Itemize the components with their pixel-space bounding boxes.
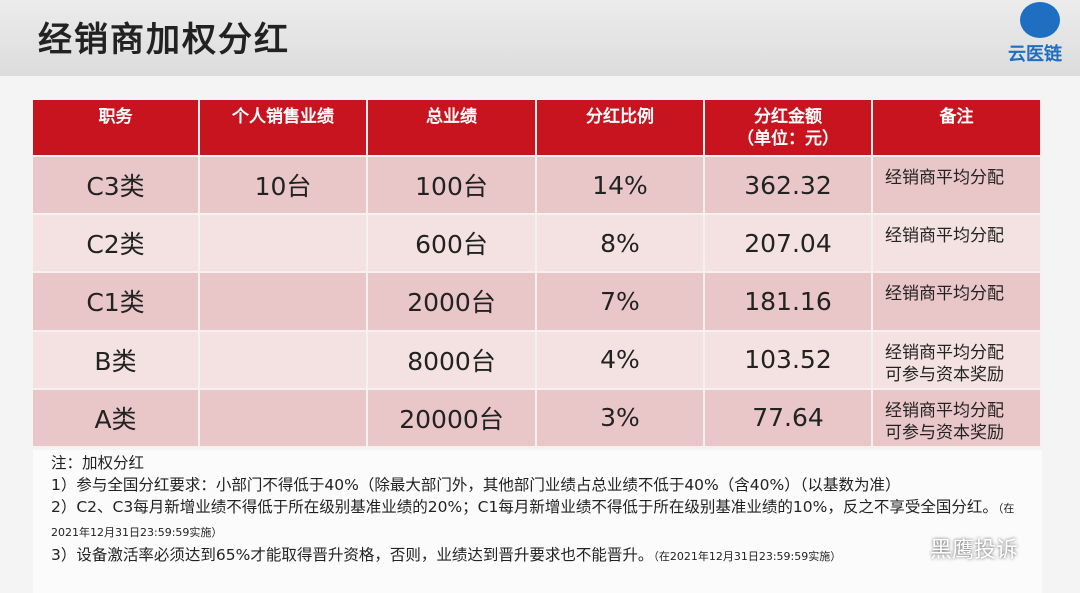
table-cell: 2000台 [368, 273, 537, 332]
note-text: 1）参与全国分红要求：小部门不得低于40%（除最大部门外，其他部门业绩占总业绩不… [51, 476, 901, 494]
note-line: 注：加权分红 [51, 452, 1032, 474]
note-line: 1）参与全国分红要求：小部门不得低于40%（除最大部门外，其他部门业绩占总业绩不… [51, 474, 1032, 496]
note-text: 3）设备激活率必须达到65%才能取得晋升资格，否则，业绩达到晋升要求也不能晋升。 [51, 546, 654, 564]
note-line: 2）C2、C3每月新增业绩不得低于所在级别基准业绩的20%；C1每月新增业绩不得… [51, 496, 1032, 544]
cell-text: A类 [94, 404, 137, 434]
table-cell: 7% [537, 273, 705, 332]
cell-text: 8000台 [407, 346, 496, 376]
header-cell: 备注 [873, 100, 1042, 157]
logo-icon [1020, 2, 1060, 38]
remark-text: 可参与资本奖励 [885, 364, 1004, 385]
cell-text: C1类 [86, 288, 145, 318]
table-cell: 14% [537, 157, 705, 216]
cell-text: C2类 [86, 230, 145, 260]
remark-text: 经销商平均分配 [885, 342, 1004, 363]
table-cell: 77.64 [705, 389, 873, 448]
cell-text: 181.16 [744, 286, 832, 316]
header-cell: 分红金额 （单位：元） [705, 100, 873, 157]
header-text: 职务 [98, 107, 133, 127]
header-text: 个人销售业绩 [232, 107, 334, 127]
table-cell: 100台 [368, 157, 537, 216]
cell-text: 600台 [415, 230, 488, 260]
title: 经销商加权分红 [38, 20, 290, 60]
table-cell: 经销商平均分配 [873, 157, 1042, 216]
cell-text: 77.64 [752, 403, 824, 433]
table-cell [200, 215, 368, 274]
table-cell: 10台 [200, 157, 368, 216]
cell-text: 20000台 [399, 404, 504, 434]
header-text: 总业绩 [426, 107, 477, 127]
cell-text: 8% [600, 228, 640, 258]
note-line: 3）设备激活率必须达到65%才能取得晋升资格，否则，业绩达到晋升要求也不能晋升。… [51, 544, 1032, 568]
table-cell: 207.04 [705, 215, 873, 274]
table-cell: C2类 [33, 215, 200, 274]
table-cell: 600台 [368, 215, 537, 274]
header-cell: 个人销售业绩 [200, 100, 368, 157]
table-cell: 经销商平均分配 可参与资本奖励 [873, 331, 1042, 390]
table-cell: 经销商平均分配 [873, 215, 1042, 274]
table-cell [200, 273, 368, 332]
table-cell: 362.32 [705, 157, 873, 216]
header-text: （单位：元） [737, 129, 839, 149]
note-text: 2）C2、C3每月新增业绩不得低于所在级别基准业绩的20%；C1每月新增业绩不得… [51, 498, 998, 516]
table-cell: 4% [537, 331, 705, 390]
note-text: 注：加权分红 [51, 454, 145, 472]
remark-text: 可参与资本奖励 [885, 422, 1004, 443]
cell-text: 2000台 [407, 288, 496, 318]
cell-text: 4% [600, 345, 640, 375]
cell-text: 7% [600, 286, 640, 316]
remark-text: 经销商平均分配 [885, 284, 1004, 305]
header-cell: 分红比例 [537, 100, 705, 157]
table-cell [200, 389, 368, 448]
table-cell: C1类 [33, 273, 200, 332]
header-text: 备注 [939, 107, 974, 127]
cell-text: 362.32 [744, 170, 832, 200]
cell-text: 207.04 [744, 228, 832, 258]
table-cell: A类 [33, 389, 200, 448]
cell-text: B类 [94, 346, 137, 376]
cell-text: 3% [600, 403, 640, 433]
table-cell: 8000台 [368, 331, 537, 390]
header-cell: 职务 [33, 100, 200, 157]
table-cell [200, 331, 368, 390]
cell-text: 103.52 [744, 345, 832, 375]
cell-text: 100台 [415, 172, 488, 202]
remark-text: 经销商平均分配 [885, 400, 1004, 421]
table-cell: 经销商平均分配 [873, 273, 1042, 332]
table-cell: C3类 [33, 157, 200, 216]
table-cell: 20000台 [368, 389, 537, 448]
cell-text: 10台 [254, 172, 312, 202]
header-bar: 经销商加权分红 云医链 [0, 0, 1080, 76]
logo-text: 云医链 [1008, 44, 1062, 65]
table-cell: B类 [33, 331, 200, 390]
note-small: （在2021年12月31日23:59:59实施） [653, 550, 842, 563]
table-cell: 8% [537, 215, 705, 274]
table-cell: 103.52 [705, 331, 873, 390]
cell-text: C3类 [86, 172, 145, 202]
table-cell: 经销商平均分配 可参与资本奖励 [873, 389, 1042, 448]
header-text: 分红金额 [754, 107, 822, 127]
watermark: 黑鹰投诉 [930, 538, 1019, 563]
header-text: 分红比例 [586, 107, 654, 127]
notes: 注：加权分红 1）参与全国分红要求：小部门不得低于40%（除最大部门外，其他部门业… [33, 450, 1042, 593]
table-cell: 181.16 [705, 273, 873, 332]
note-small: （在2021年12月31日23:59:59实施） [51, 502, 1015, 539]
table-cell: 3% [537, 389, 705, 448]
remark-text: 经销商平均分配 [885, 168, 1004, 188]
header-cell: 总业绩 [368, 100, 537, 157]
remark-text: 经销商平均分配 [885, 226, 1004, 247]
cell-text: 14% [592, 170, 648, 200]
